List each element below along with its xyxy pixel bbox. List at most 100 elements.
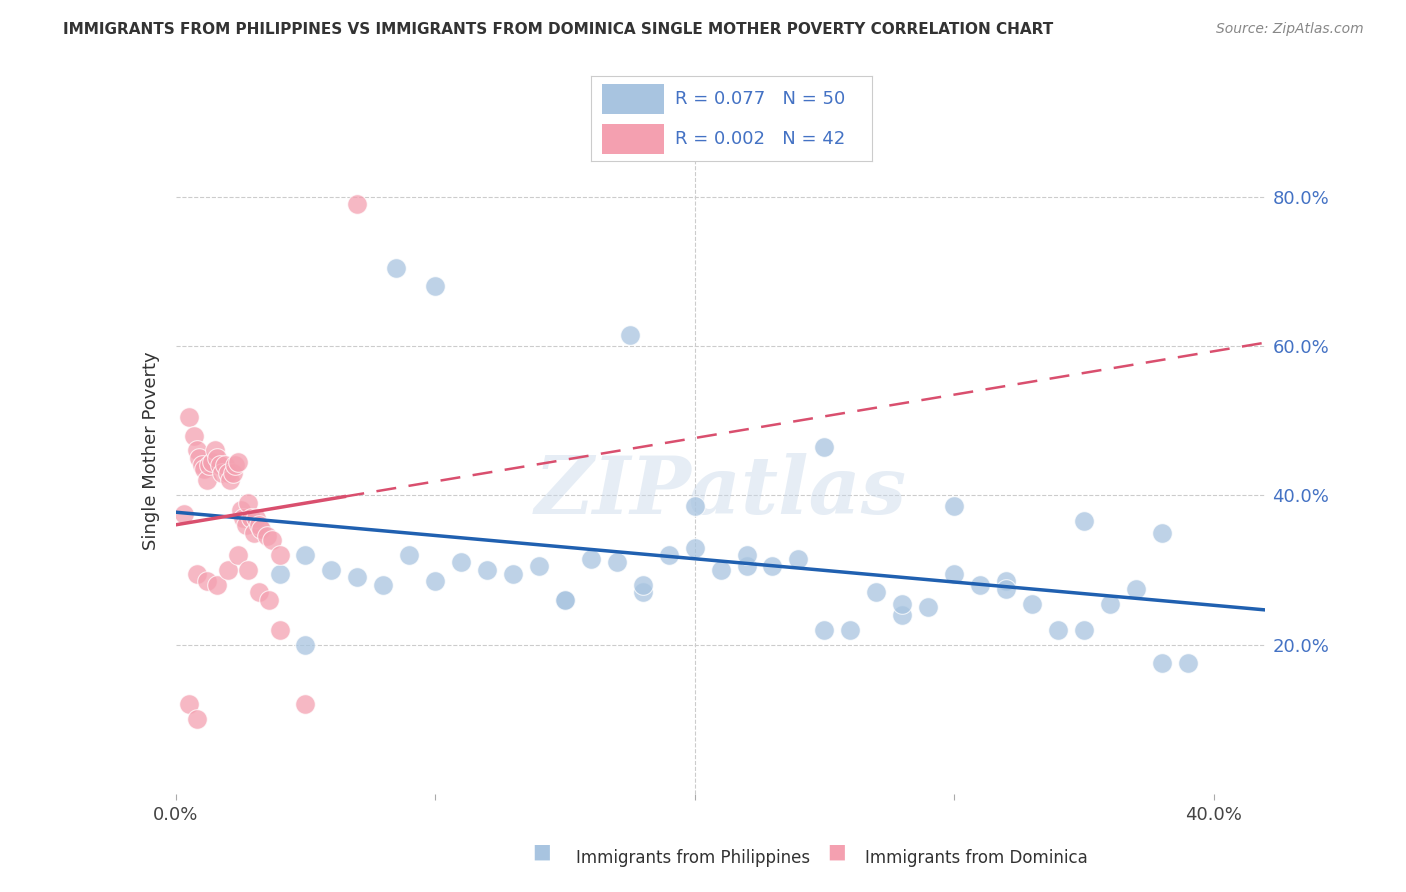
Point	[257, 592, 280, 607]
Point	[222, 466, 245, 480]
Point	[232, 510, 254, 524]
Point	[994, 574, 1017, 588]
Point	[256, 529, 278, 543]
Point	[891, 597, 914, 611]
Point	[554, 592, 576, 607]
Point	[1125, 582, 1147, 596]
Point	[195, 473, 218, 487]
Point	[207, 450, 229, 465]
Point	[229, 503, 252, 517]
Point	[579, 551, 602, 566]
Point	[247, 518, 270, 533]
Point	[1046, 623, 1069, 637]
Point	[186, 443, 208, 458]
Point	[219, 473, 242, 487]
Point	[183, 428, 205, 442]
Point	[735, 559, 758, 574]
Point	[502, 566, 524, 581]
Point	[373, 578, 395, 592]
Point	[813, 440, 835, 454]
Point	[969, 578, 991, 592]
Point	[385, 260, 408, 275]
Point	[1150, 525, 1173, 540]
Point	[269, 548, 291, 562]
Point	[994, 582, 1017, 596]
Point	[247, 585, 270, 599]
Point	[891, 607, 914, 622]
Text: IMMIGRANTS FROM PHILIPPINES VS IMMIGRANTS FROM DOMINICA SINGLE MOTHER POVERTY CO: IMMIGRANTS FROM PHILIPPINES VS IMMIGRANT…	[63, 22, 1053, 37]
Point	[631, 585, 654, 599]
Y-axis label: Single Mother Poverty: Single Mother Poverty	[142, 351, 160, 549]
Point	[207, 578, 229, 592]
Point	[735, 548, 758, 562]
Point	[226, 455, 249, 469]
Point	[188, 450, 211, 465]
Point	[527, 559, 550, 574]
Point	[226, 548, 249, 562]
Point	[294, 548, 316, 562]
Point	[250, 522, 273, 536]
Text: Immigrants from Dominica: Immigrants from Dominica	[865, 849, 1087, 867]
Point	[683, 541, 706, 555]
Point	[631, 578, 654, 592]
Point	[1150, 657, 1173, 671]
Point	[198, 458, 221, 473]
Point	[245, 510, 267, 524]
Point	[865, 585, 887, 599]
Point	[346, 197, 368, 211]
Point	[943, 566, 966, 581]
Text: ▪: ▪	[827, 838, 846, 867]
Point	[683, 500, 706, 514]
Text: ZIPatlas: ZIPatlas	[534, 453, 907, 531]
Point	[839, 623, 862, 637]
Point	[242, 525, 264, 540]
Point	[943, 500, 966, 514]
FancyBboxPatch shape	[602, 85, 664, 114]
Point	[761, 559, 783, 574]
Point	[177, 698, 200, 712]
Point	[186, 566, 208, 581]
Point	[917, 600, 939, 615]
Point	[211, 466, 233, 480]
Point	[1021, 597, 1043, 611]
Point	[346, 570, 368, 584]
Point	[201, 455, 224, 469]
Point	[190, 458, 212, 473]
Point	[204, 443, 226, 458]
Point	[224, 458, 246, 473]
Point	[269, 566, 291, 581]
Point	[554, 592, 576, 607]
Point	[193, 462, 215, 476]
Text: Source: ZipAtlas.com: Source: ZipAtlas.com	[1216, 22, 1364, 37]
Point	[195, 574, 218, 588]
Point	[294, 698, 316, 712]
Point	[214, 458, 236, 473]
Point	[240, 510, 263, 524]
Point	[450, 556, 472, 570]
Text: ▪: ▪	[531, 838, 551, 867]
Point	[217, 563, 239, 577]
Point	[177, 409, 200, 424]
Point	[260, 533, 283, 547]
Point	[186, 712, 208, 726]
Point	[475, 563, 498, 577]
Point	[425, 574, 447, 588]
Point	[235, 518, 257, 533]
Point	[238, 563, 260, 577]
Point	[787, 551, 810, 566]
Point	[321, 563, 343, 577]
Point	[1177, 657, 1199, 671]
Point	[709, 563, 731, 577]
Text: R = 0.002   N = 42: R = 0.002 N = 42	[675, 130, 845, 148]
Point	[813, 623, 835, 637]
Point	[269, 623, 291, 637]
Text: R = 0.077   N = 50: R = 0.077 N = 50	[675, 90, 845, 108]
FancyBboxPatch shape	[602, 124, 664, 153]
Point	[1098, 597, 1121, 611]
Point	[425, 279, 447, 293]
Point	[294, 638, 316, 652]
Point	[238, 496, 260, 510]
Point	[1073, 623, 1095, 637]
Text: Immigrants from Philippines: Immigrants from Philippines	[576, 849, 811, 867]
Point	[398, 548, 420, 562]
